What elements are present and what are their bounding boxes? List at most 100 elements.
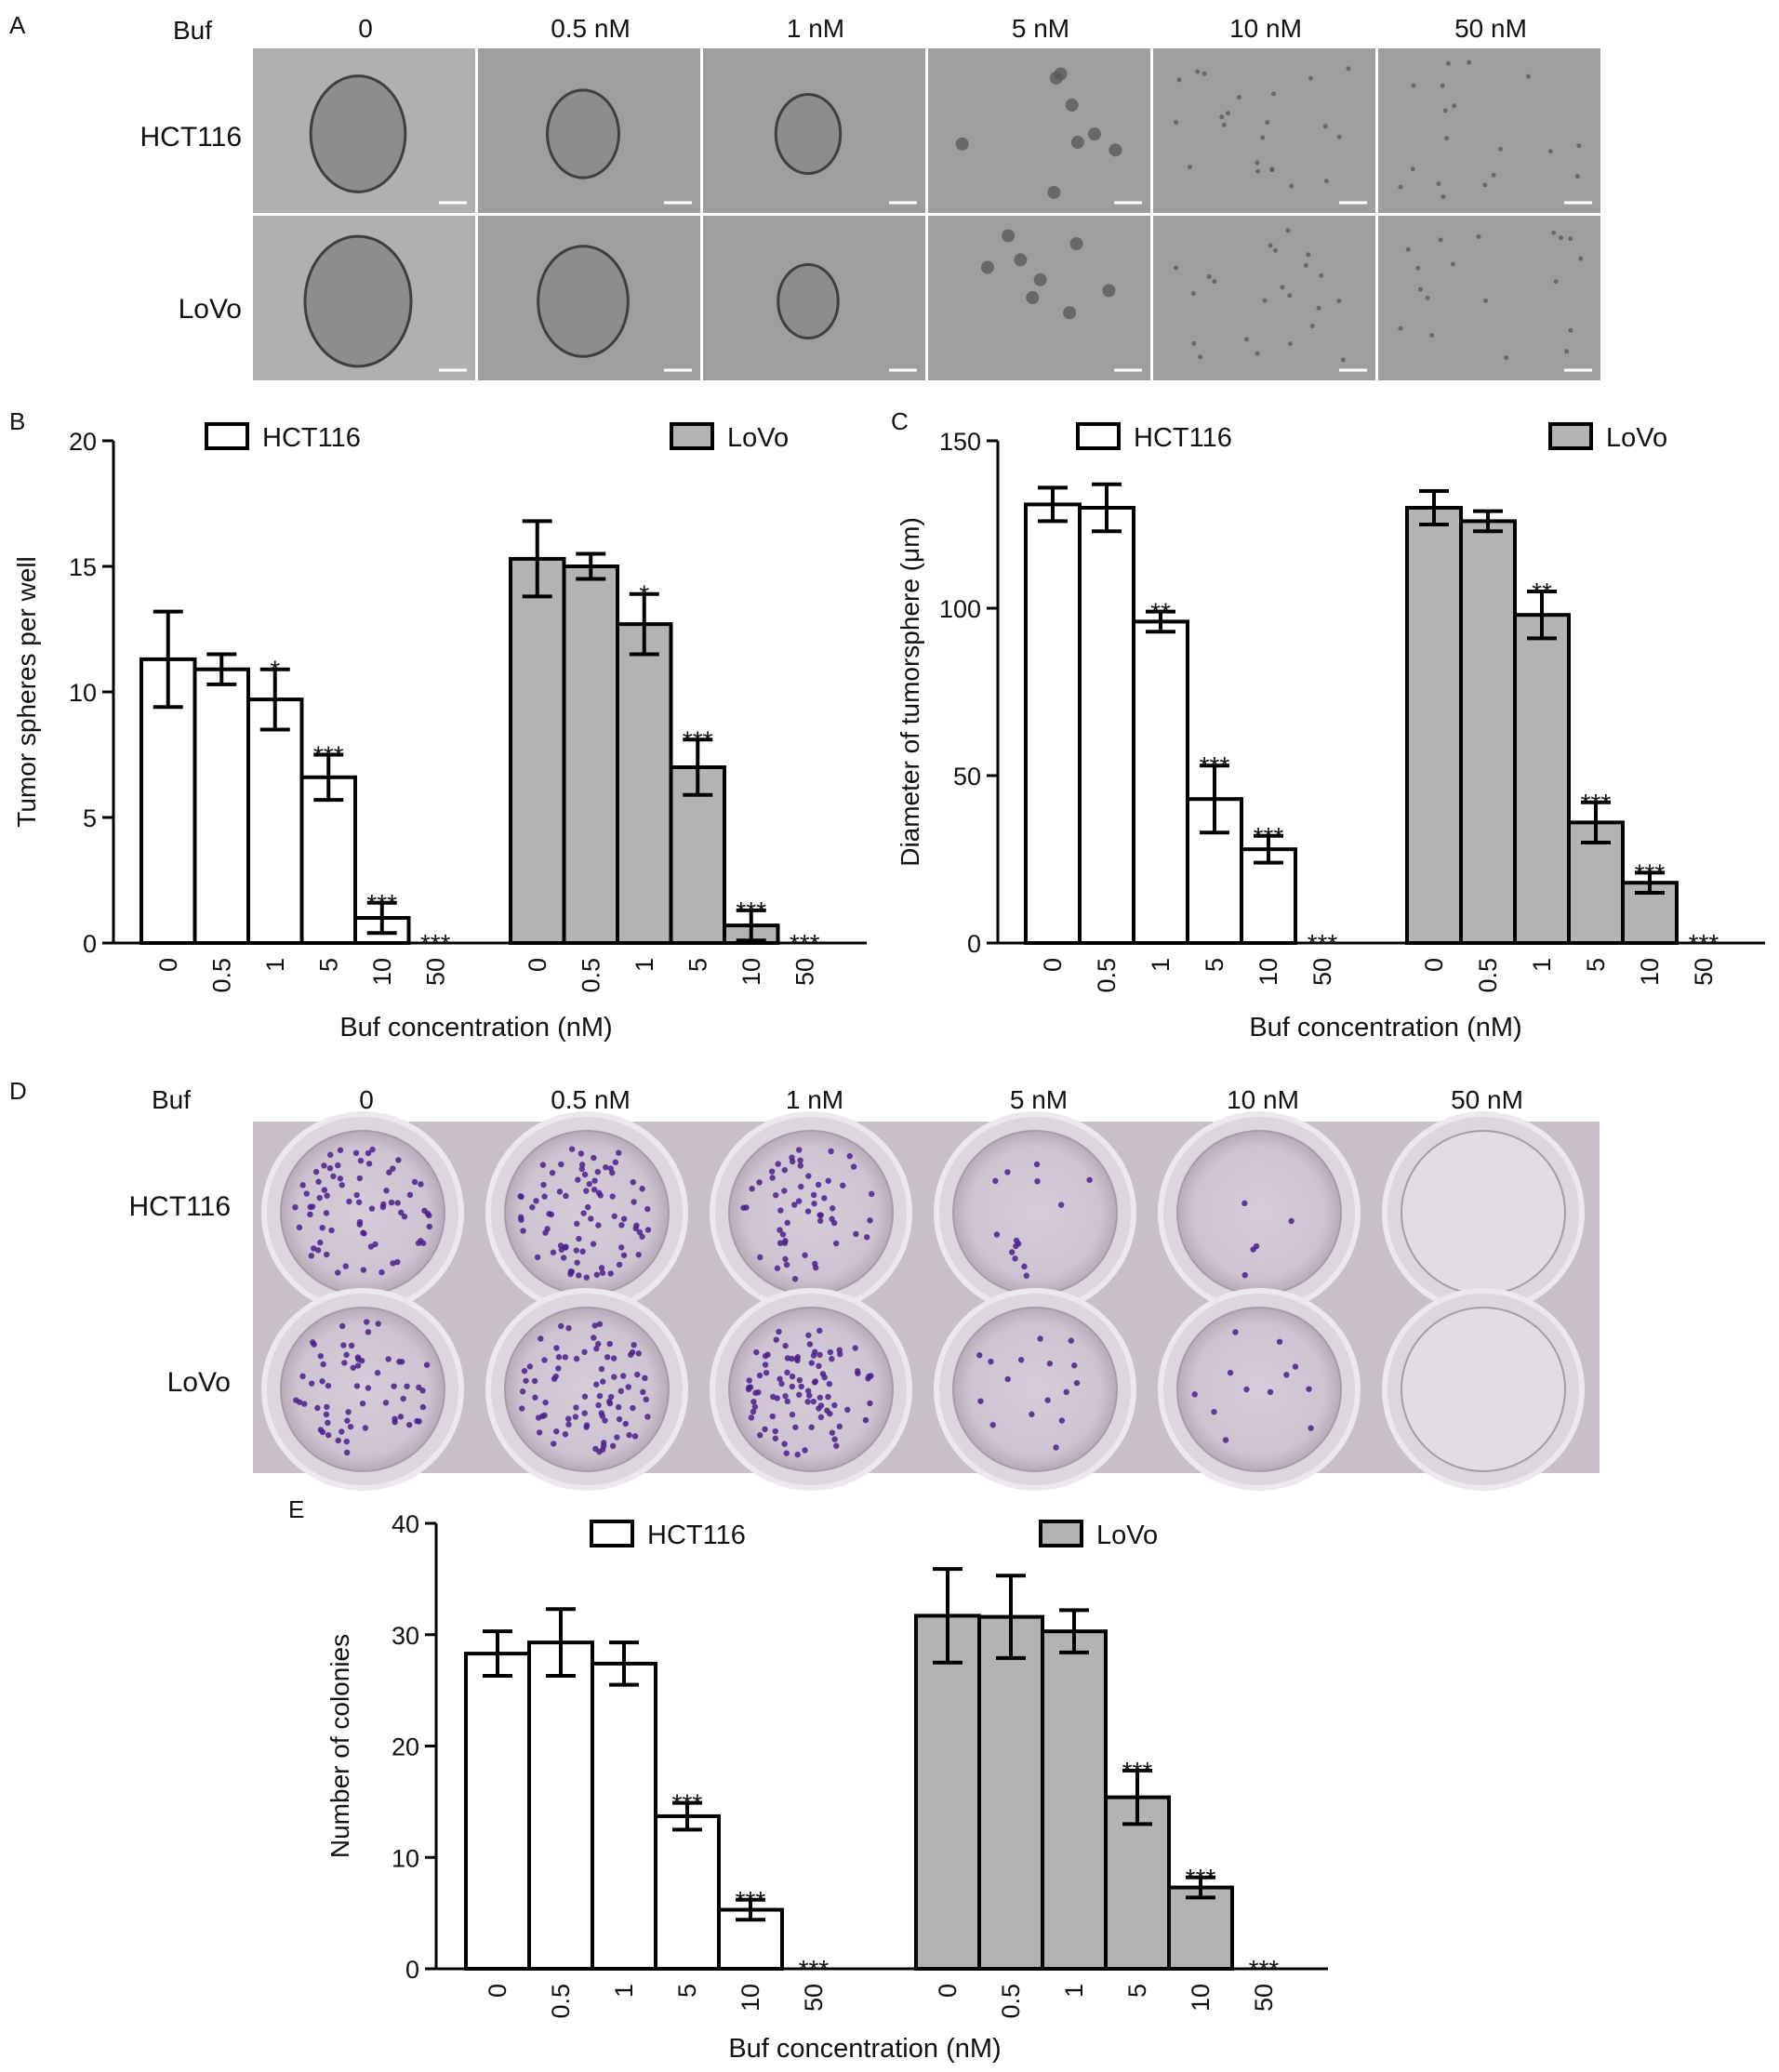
colony-dot	[826, 1380, 833, 1388]
colony-dot	[779, 1231, 787, 1238]
colony-dot	[853, 1230, 859, 1238]
micrograph-cell	[1153, 48, 1375, 213]
colony-dot	[1004, 1375, 1011, 1383]
colony-dot	[609, 1442, 617, 1450]
x-tick-label: 0.5	[577, 958, 604, 993]
colony-dot	[817, 1402, 825, 1409]
colony-dot	[335, 1437, 341, 1444]
panel-label-b: B	[9, 407, 25, 435]
colony-dot	[426, 1223, 432, 1230]
colony-dot	[620, 1252, 628, 1258]
x-tick-label: 10	[1255, 958, 1282, 986]
colony-dot	[325, 1431, 332, 1439]
colony-dot	[1017, 1357, 1025, 1363]
cell-dot	[1336, 299, 1342, 304]
colony-dot	[796, 1391, 803, 1398]
colony-dot	[1037, 1335, 1043, 1342]
colony-dot	[781, 1188, 788, 1194]
cell-dot	[1482, 182, 1488, 188]
colony-dot	[558, 1322, 564, 1330]
colony-dot	[616, 1149, 622, 1156]
panel-a-conc-label: 0.5 nM	[551, 14, 631, 43]
colony-dot	[573, 1355, 580, 1362]
colony-dot	[343, 1351, 350, 1359]
colony-dot	[1071, 1362, 1078, 1369]
colony-dot	[631, 1199, 637, 1205]
micrograph-background	[928, 48, 1150, 213]
significance-mark: ***	[1200, 751, 1230, 780]
colony-dot	[518, 1405, 525, 1412]
bar	[562, 564, 619, 945]
cell-dot	[1498, 146, 1504, 152]
colony-dot	[340, 1342, 347, 1348]
colony-dot	[375, 1321, 381, 1327]
x-tick-label: 0	[154, 958, 182, 972]
colony-dot	[865, 1375, 871, 1382]
colony-dot	[1029, 1411, 1035, 1417]
colony-dot	[829, 1215, 835, 1222]
colony-dot	[798, 1383, 804, 1390]
panel-d-conc-label: 5 nM	[1010, 1085, 1068, 1114]
cell-dot	[1198, 354, 1203, 360]
cell-dot	[1578, 256, 1584, 261]
cell-dot	[1063, 306, 1077, 320]
colony-dot	[312, 1168, 320, 1175]
colony-dot	[355, 1199, 363, 1205]
colony-dot	[776, 1328, 782, 1335]
x-tick-label: 0	[1420, 958, 1448, 972]
micrograph-cell	[1378, 216, 1600, 380]
colony-dot	[321, 1162, 327, 1169]
x-axis-label: Buf concentration (nM)	[1249, 1013, 1521, 1043]
significance-mark: *	[639, 580, 649, 609]
colony-dot	[1211, 1408, 1217, 1415]
legend-swatch	[1039, 1520, 1083, 1547]
colony-dot	[833, 1442, 840, 1449]
colony-dot	[750, 1408, 757, 1415]
bar	[1078, 506, 1135, 945]
colony-dot	[380, 1201, 387, 1208]
plate-well	[485, 1288, 688, 1491]
x-tick-label: 1	[1528, 958, 1556, 972]
colony-dot	[397, 1414, 405, 1420]
colony-dot	[581, 1171, 589, 1178]
colony-dot	[794, 1451, 801, 1458]
colony-dot	[782, 1255, 789, 1263]
colony-dot	[830, 1205, 836, 1212]
cell-dot	[1411, 83, 1416, 88]
colony-dot	[815, 1181, 822, 1189]
colony-dot	[756, 1179, 763, 1186]
colony-dot	[319, 1428, 326, 1436]
significance-mark: ***	[420, 929, 451, 958]
plate-well	[1158, 1288, 1361, 1491]
colony-dot	[590, 1241, 597, 1247]
bar	[1024, 502, 1082, 946]
colony-dot	[335, 1269, 341, 1276]
colony-dot	[342, 1263, 349, 1269]
cell-dot	[1559, 235, 1564, 241]
cell-dot	[1576, 143, 1582, 149]
colony-dot	[772, 1435, 779, 1441]
colony-dot	[583, 1424, 590, 1430]
colony-dot	[596, 1321, 604, 1327]
bar	[1459, 519, 1517, 946]
colony-dot	[348, 1342, 355, 1349]
colony-dot	[591, 1186, 598, 1193]
bar	[527, 1640, 594, 1971]
cell-dot	[1201, 71, 1207, 76]
colony-dot	[794, 1354, 802, 1361]
colony-dot	[347, 1423, 354, 1430]
colony-dot	[604, 1354, 611, 1361]
colony-dot	[993, 1231, 1001, 1238]
colony-dot	[784, 1369, 790, 1376]
colony-dot	[748, 1415, 755, 1421]
colony-dot	[609, 1193, 616, 1200]
colony-dot	[586, 1180, 592, 1188]
colony-dot	[831, 1401, 838, 1409]
colony-dot	[778, 1380, 785, 1388]
cell-dot	[1287, 341, 1293, 347]
panel-d-conc-label: 0	[359, 1085, 374, 1114]
x-axis-label: Buf concentration (nM)	[339, 1013, 612, 1043]
colony-dot	[817, 1212, 824, 1218]
colony-dot	[784, 1219, 790, 1227]
colony-dot	[558, 1161, 564, 1168]
